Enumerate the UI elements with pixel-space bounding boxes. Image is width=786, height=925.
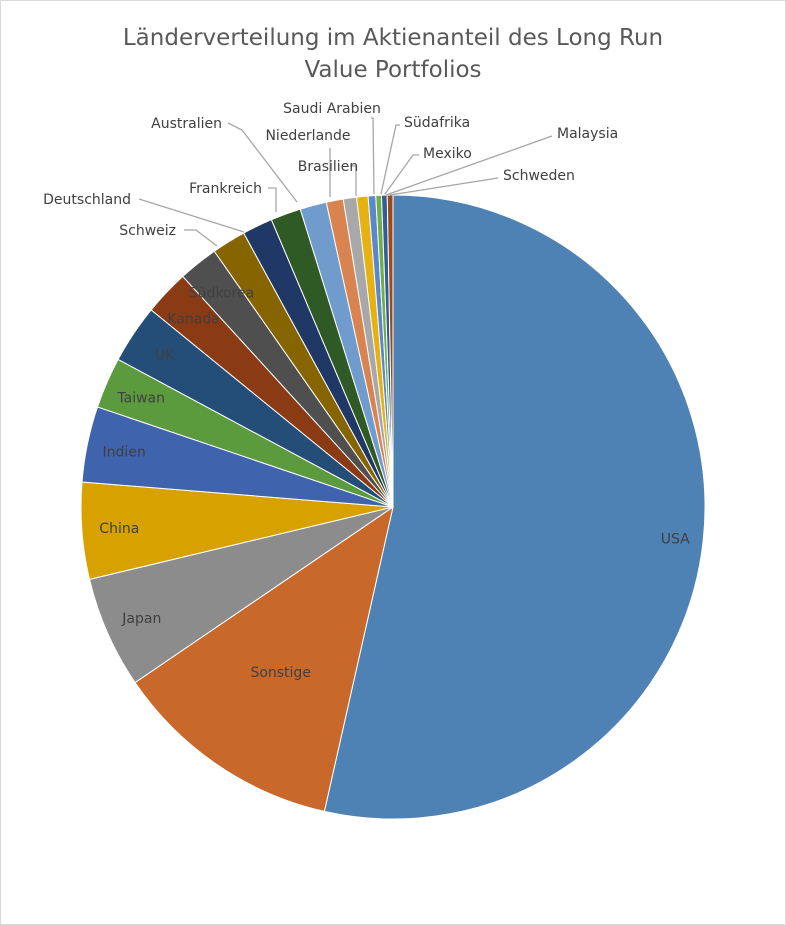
slice-labels: USA Sonstige Japan China Indien Taiwan UK Kanad…	[43, 101, 690, 681]
leader-line-brasilien	[350, 165, 357, 196]
slice-label-niederlande: Niederlande	[265, 128, 350, 144]
leader-line-australien	[227, 122, 298, 203]
slice-label-südkorea: Südkorea	[189, 286, 254, 302]
slice-label-japan: Japan	[121, 611, 161, 627]
slice-label-saudi-arabien: Saudi Arabien	[283, 101, 381, 117]
leader-line-deutschland	[138, 198, 245, 233]
slice-label-schweiz: Schweiz	[119, 223, 176, 239]
leader-lines	[138, 117, 553, 247]
slice-label-taiwan: Taiwan	[116, 391, 165, 407]
slice-label-südafrika: Südafrika	[404, 115, 470, 131]
leader-line-frankreich	[268, 187, 277, 212]
slice-label-mexiko: Mexiko	[423, 146, 472, 162]
slice-label-schweden: Schweden	[503, 168, 575, 184]
slice-label-brasilien: Brasilien	[298, 159, 358, 175]
leader-line-mexiko	[384, 154, 419, 195]
slice-label-frankreich: Frankreich	[189, 181, 262, 197]
chart-title-line-2: Value Portfolios	[304, 57, 482, 83]
pie-slice-sonstige	[134, 505, 394, 812]
chart-title-line-1: Länderverteilung im Aktienanteil des Lon…	[122, 25, 664, 51]
slice-label-malaysia: Malaysia	[557, 126, 618, 142]
leader-line-schweden	[389, 177, 499, 196]
leader-line-saudi-arabien	[371, 117, 375, 195]
slice-label-sonstige: Sonstige	[250, 665, 311, 681]
slice-label-deutschland: Deutschland	[43, 192, 131, 208]
pie-slices	[80, 194, 706, 820]
leader-line-malaysia	[385, 135, 553, 196]
slice-label-china: China	[99, 521, 139, 537]
slice-label-uk: UK	[155, 348, 175, 364]
leader-line-südafrika	[380, 124, 400, 195]
leader-line-schweiz	[184, 229, 218, 247]
slice-label-kanada: Kanada	[167, 311, 219, 327]
chart-title: Länderverteilung im Aktienanteil des Lon…	[0, 22, 786, 86]
slice-label-indien: Indien	[102, 445, 145, 461]
slice-label-usa: USA	[661, 531, 690, 547]
slice-label-australien: Australien	[151, 116, 222, 132]
pie-slice-usa	[323, 194, 706, 820]
